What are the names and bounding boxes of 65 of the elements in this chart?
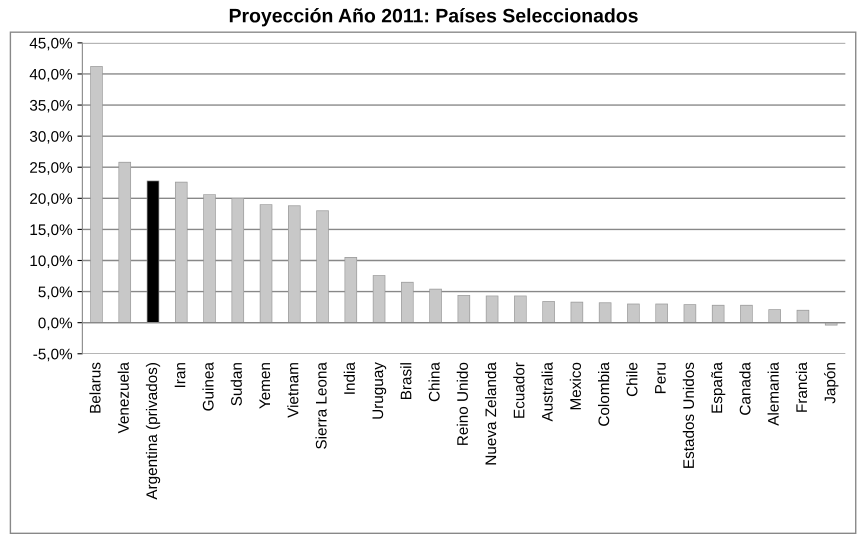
- x-tick-label: Vietnam: [287, 363, 298, 418]
- x-tick-label: Brasil: [400, 363, 412, 400]
- bar: [570, 302, 584, 324]
- x-tick-label: Canada: [739, 362, 751, 415]
- y-tick-label: 5,0%: [38, 286, 72, 300]
- x-tick-label: Australia: [541, 362, 553, 422]
- x-tick-label: Reino Unido: [456, 362, 468, 445]
- x-tick-label: Alemania: [768, 362, 779, 426]
- bar: [514, 296, 527, 324]
- bar: [344, 257, 358, 324]
- x-tick-label: Francia: [796, 362, 808, 412]
- y-tick-label: 45,0%: [30, 38, 72, 50]
- x-tick-label: Venezuela: [118, 362, 129, 434]
- x-tick-label: Estados Unidos: [682, 362, 694, 468]
- x-tick-label: China: [428, 362, 440, 402]
- chart-title: Proyección Año 2011: Países Seleccionados: [230, 8, 638, 26]
- y-tick-label: -5,0%: [33, 348, 72, 362]
- bar: [146, 180, 160, 324]
- bar: [712, 304, 724, 324]
- x-tick-label: Sierra Leona: [315, 362, 327, 449]
- x-tick-label: España: [711, 362, 726, 413]
- y-tick-label: 30,0%: [30, 131, 72, 144]
- y-tick-label: 15,0%: [30, 224, 72, 237]
- x-tick-label: India: [344, 362, 355, 394]
- x-tick-label: Ecuador: [513, 362, 524, 418]
- y-tick-label: 25,0%: [30, 162, 72, 175]
- bar: [203, 194, 216, 324]
- bar: [118, 162, 132, 324]
- x-tick-label: Peru: [655, 363, 666, 394]
- x-tick-label: Uruguay: [372, 362, 386, 419]
- bar: [598, 302, 612, 324]
- x-tick-label: Mexico: [570, 362, 581, 410]
- x-tick-label: Nueva Zelanda: [484, 362, 496, 464]
- y-tick-label: 40,0%: [30, 68, 72, 82]
- bar: [260, 204, 272, 324]
- bar: [796, 310, 810, 324]
- y-tick-label: 35,0%: [30, 100, 72, 113]
- bar: [542, 301, 555, 324]
- x-tick-label: Belarus: [89, 362, 101, 413]
- x-tick-label: Guinea: [202, 362, 214, 411]
- bar: [429, 288, 442, 324]
- x-tick-label: Yemen: [259, 363, 270, 409]
- bar: [458, 294, 470, 324]
- bar: [740, 304, 753, 324]
- x-tick-label: Japón: [824, 363, 838, 404]
- bar: [90, 66, 103, 324]
- x-tick-label: Iran: [174, 363, 186, 388]
- y-tick-label: 10,0%: [30, 255, 72, 268]
- bar: [655, 304, 668, 324]
- bar: [627, 304, 640, 324]
- bar: [316, 210, 329, 324]
- bar: [684, 304, 696, 324]
- x-tick-label: Colombia: [598, 362, 610, 426]
- bar: [486, 296, 498, 324]
- bar: [174, 182, 188, 324]
- bar: [372, 275, 386, 324]
- x-tick-label: Chile: [626, 362, 638, 396]
- y-tick-label: 0,0%: [38, 318, 72, 330]
- x-tick-label: Sudan: [230, 363, 242, 406]
- x-tick-label: Argentina (privados): [146, 363, 160, 500]
- bar: [232, 198, 244, 324]
- bar: [768, 309, 781, 324]
- y-tick-label: 20,0%: [30, 193, 72, 206]
- bar: [288, 205, 301, 324]
- bar: [401, 282, 414, 324]
